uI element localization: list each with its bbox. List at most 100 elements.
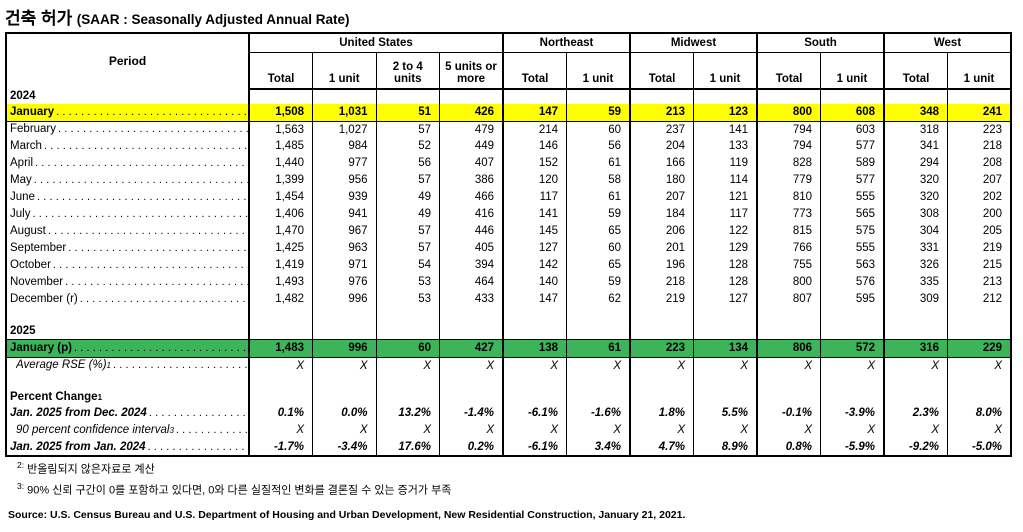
cell-value (502, 89, 567, 104)
cell-value: 996 (312, 291, 376, 308)
cell-value: -0.1% (756, 405, 821, 422)
cell-value: X (502, 357, 567, 374)
cell-value: X (312, 422, 376, 439)
cell-value: 967 (312, 223, 376, 240)
cell-value: 1,485 (248, 138, 313, 155)
cell-value: 180 (629, 172, 694, 189)
cell-value: 0.2% (439, 439, 503, 456)
cell-value: 426 (439, 104, 503, 122)
cell-value (756, 324, 821, 339)
cell-value (820, 308, 885, 324)
cell-value: 956 (312, 172, 376, 189)
cell-value: X (566, 357, 630, 374)
cell-value (693, 308, 757, 324)
cell-value: 207 (629, 189, 694, 206)
dot-leader: ........................................… (32, 209, 248, 221)
footnote-3-text: 90% 신뢰 구간이 0를 포함하고 있다면, 0와 다른 실질적인 변화를 결… (27, 485, 452, 498)
cell-value (502, 308, 567, 324)
period-label-text: Percent Change (10, 391, 98, 404)
cell-value (439, 89, 503, 104)
dot-leader: ........................................… (79, 294, 248, 306)
page-title-english: (SAAR : Seasonally Adjusted Annual Rate) (76, 12, 350, 27)
cell-value: 61 (566, 338, 630, 358)
cell-value: 603 (820, 121, 885, 138)
dot-leader: ........................................… (33, 175, 248, 187)
cell-period-label: October.................................… (6, 257, 249, 274)
period-label-text: 2025 (10, 325, 36, 338)
cell-value (312, 89, 376, 104)
cell-period-label: 90 percent confidence interval 3.........… (6, 422, 249, 439)
cell-value: 8.9% (693, 439, 757, 456)
cell-value: 794 (756, 121, 821, 138)
table-row-90-percent-confidence-interval: 90 percent confidence interval 3.........… (6, 422, 1012, 439)
dot-leader: ........................................… (58, 124, 248, 136)
table-body: 2024 January.............................… (6, 89, 1012, 456)
table-row-december-r-: December (r)............................… (6, 291, 1012, 308)
cell-value (629, 390, 694, 405)
cell-value: 218 (947, 138, 1012, 155)
period-label-text: Jan. 2025 from Jan. 2024 (10, 440, 146, 453)
cell-value: 815 (756, 223, 821, 240)
cell-value: 59 (566, 274, 630, 291)
table-row-march: March...................................… (6, 138, 1012, 155)
dot-leader: ........................................… (47, 226, 248, 238)
permits-table: Period United States Northeast Midwest South… (5, 32, 1013, 457)
cell-value: X (947, 422, 1012, 439)
cell-value: 309 (883, 291, 948, 308)
table-row-november: November................................… (6, 274, 1012, 291)
cell-value (566, 374, 630, 390)
table-row-average-rse-: Average RSE (%)1........................… (6, 357, 1012, 374)
cell-value: 223 (947, 121, 1012, 138)
cell-value: 223 (629, 338, 694, 358)
cell-value: X (693, 422, 757, 439)
period-label-text: Average RSE (%) (16, 359, 107, 372)
cell-value (947, 89, 1012, 104)
cell-value: 326 (883, 257, 948, 274)
cell-value: X (756, 357, 821, 374)
cell-value: 1,399 (248, 172, 313, 189)
period-label-text: April (10, 157, 34, 170)
cell-value (883, 308, 948, 324)
cell-value: 56 (566, 138, 630, 155)
cell-value: 152 (502, 155, 567, 172)
cell-value (439, 308, 503, 324)
cell-value (566, 390, 630, 405)
cell-value: 114 (693, 172, 757, 189)
cell-value (248, 308, 313, 324)
cell-value: 196 (629, 257, 694, 274)
cell-value: 119 (693, 155, 757, 172)
table-row-2024: 2024 (6, 89, 1012, 104)
cell-value: 572 (820, 338, 885, 358)
page-title-korean: 건축 허가 (5, 9, 73, 28)
table-row-october: October.................................… (6, 257, 1012, 274)
group-header-south: South (755, 33, 885, 53)
cell-value: 320 (883, 189, 948, 206)
cell-value: 56 (375, 155, 440, 172)
table-row-january-p-: January (p).............................… (6, 338, 1012, 358)
source-line: Source: U.S. Census Bureau and U.S. Depa… (8, 508, 686, 521)
dot-leader: ........................................… (52, 260, 248, 272)
cell-value: -1.4% (439, 405, 503, 422)
period-label-text: February (10, 123, 57, 136)
cell-value: 1,563 (248, 121, 313, 138)
cell-value (502, 374, 567, 390)
cell-value (312, 374, 376, 390)
cell-value: 65 (566, 223, 630, 240)
cell-value (883, 324, 948, 339)
cell-value: 138 (502, 338, 567, 358)
cell-value: 608 (820, 104, 885, 122)
header-group-row: Period United States Northeast Midwest South… (6, 33, 1012, 68)
table-row-jan-2025-from-dec-2024: Jan. 2025 from Dec. 2024................… (6, 405, 1012, 422)
cell-period-label (6, 374, 249, 390)
cell-value: 318 (883, 121, 948, 138)
cell-value: -5.9% (820, 439, 885, 456)
cell-value: 577 (820, 138, 885, 155)
cell-value: 971 (312, 257, 376, 274)
cell-value: 140 (502, 274, 567, 291)
cell-value: 184 (629, 206, 694, 223)
table-row-february: February................................… (6, 121, 1012, 138)
cell-value: 794 (756, 138, 821, 155)
cell-value (439, 390, 503, 405)
period-label-text: 2024 (10, 90, 36, 103)
period-label-text: January (10, 105, 55, 118)
